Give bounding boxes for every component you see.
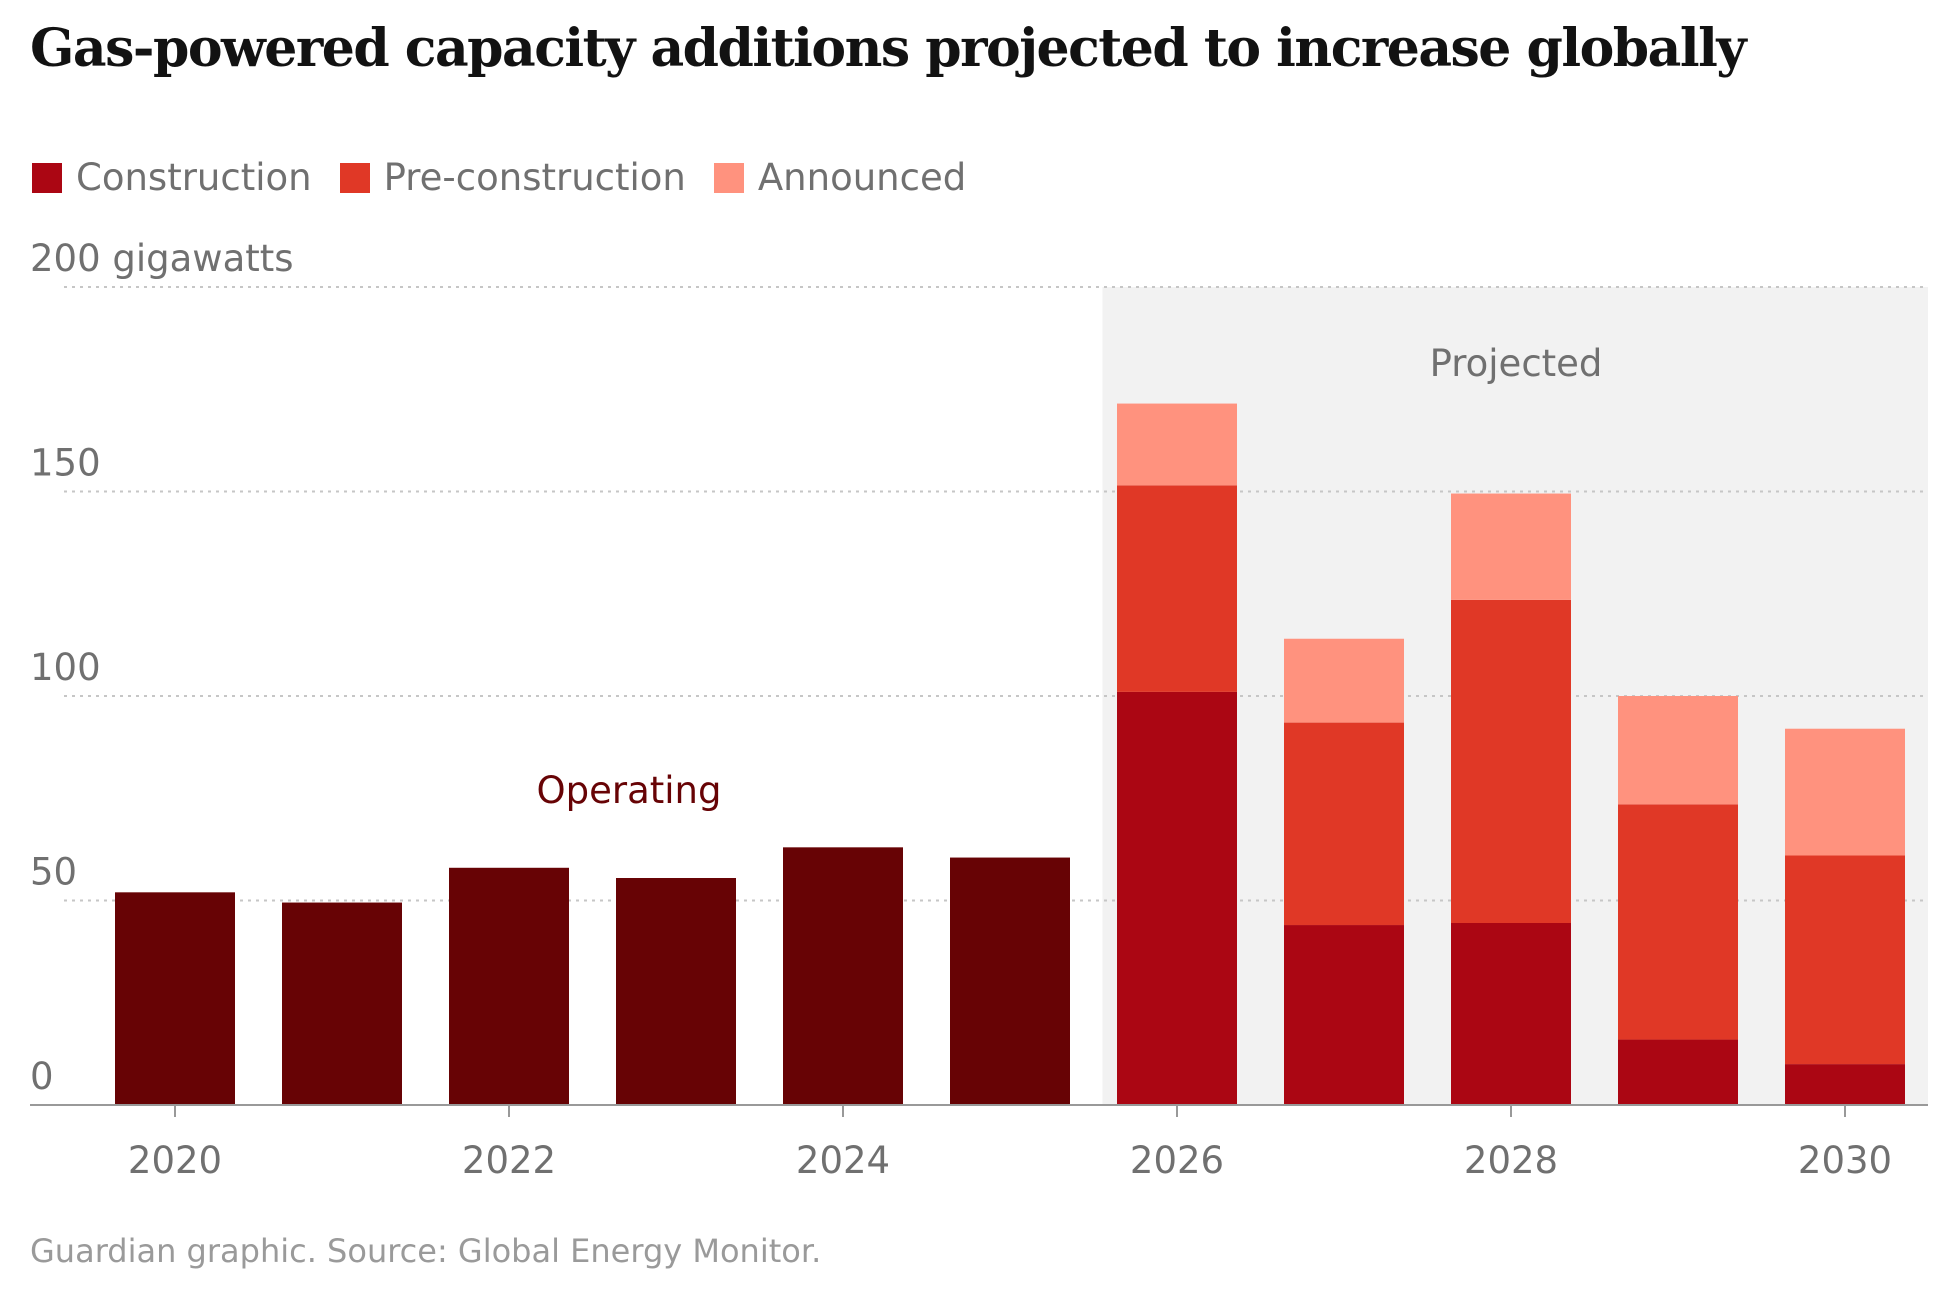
chart-title: Gas-powered capacity additions projected…	[30, 18, 1747, 79]
projected-annotation: Projected	[1430, 342, 1603, 385]
bar-operating-2021	[282, 902, 402, 1105]
bar-operating-2022	[449, 867, 569, 1105]
legend-swatch-pre-construction	[339, 162, 370, 193]
legend-swatch-announced	[713, 162, 744, 193]
legend-item-pre-construction: Pre-construction	[339, 156, 686, 199]
legend: Construction Pre-construction Announced	[32, 156, 994, 199]
bar-announced-2027	[1284, 638, 1404, 723]
bar-pre-construction-2026	[1117, 485, 1237, 692]
y-tick-label-200: 200 gigawatts	[30, 237, 294, 280]
legend-item-construction: Construction	[32, 156, 312, 199]
x-tick-label-2026: 2026	[1130, 1139, 1224, 1182]
bar-construction-2026	[1117, 691, 1237, 1105]
legend-label-pre-construction: Pre-construction	[383, 156, 686, 199]
x-tick-label-2020: 2020	[128, 1139, 222, 1182]
bar-announced-2028	[1451, 493, 1571, 600]
bar-pre-construction-2028	[1451, 599, 1571, 923]
legend-label-construction: Construction	[76, 156, 312, 199]
bar-announced-2026	[1117, 403, 1237, 486]
bar-operating-2020	[115, 892, 235, 1105]
x-tick-label-2030: 2030	[1798, 1139, 1892, 1182]
operating-annotation: Operating	[537, 769, 722, 812]
source-note: Guardian graphic. Source: Global Energy …	[30, 1232, 822, 1270]
bar-construction-2029	[1618, 1039, 1738, 1105]
y-tick-label-150: 150	[30, 442, 101, 485]
bar-operating-2024	[783, 847, 903, 1105]
bar-construction-2030	[1785, 1064, 1905, 1105]
y-tick-label-50: 50	[30, 851, 77, 894]
legend-label-announced: Announced	[757, 156, 967, 199]
x-tick-label-2024: 2024	[796, 1139, 890, 1182]
bar-pre-construction-2030	[1785, 855, 1905, 1065]
bar-construction-2028	[1451, 922, 1571, 1105]
legend-item-announced: Announced	[713, 156, 967, 199]
bar-operating-2023	[616, 878, 736, 1105]
bar-pre-construction-2029	[1618, 804, 1738, 1040]
bar-announced-2029	[1618, 696, 1738, 805]
bar-operating-2025	[950, 857, 1070, 1105]
y-tick-label-0: 0	[30, 1055, 54, 1098]
x-tick-label-2028: 2028	[1464, 1139, 1558, 1182]
legend-swatch-construction	[32, 162, 62, 193]
bar-pre-construction-2027	[1284, 722, 1404, 926]
bar-construction-2027	[1284, 925, 1404, 1105]
bar-announced-2030	[1785, 728, 1905, 856]
y-tick-label-100: 100	[30, 646, 101, 689]
x-tick-label-2022: 2022	[462, 1139, 556, 1182]
